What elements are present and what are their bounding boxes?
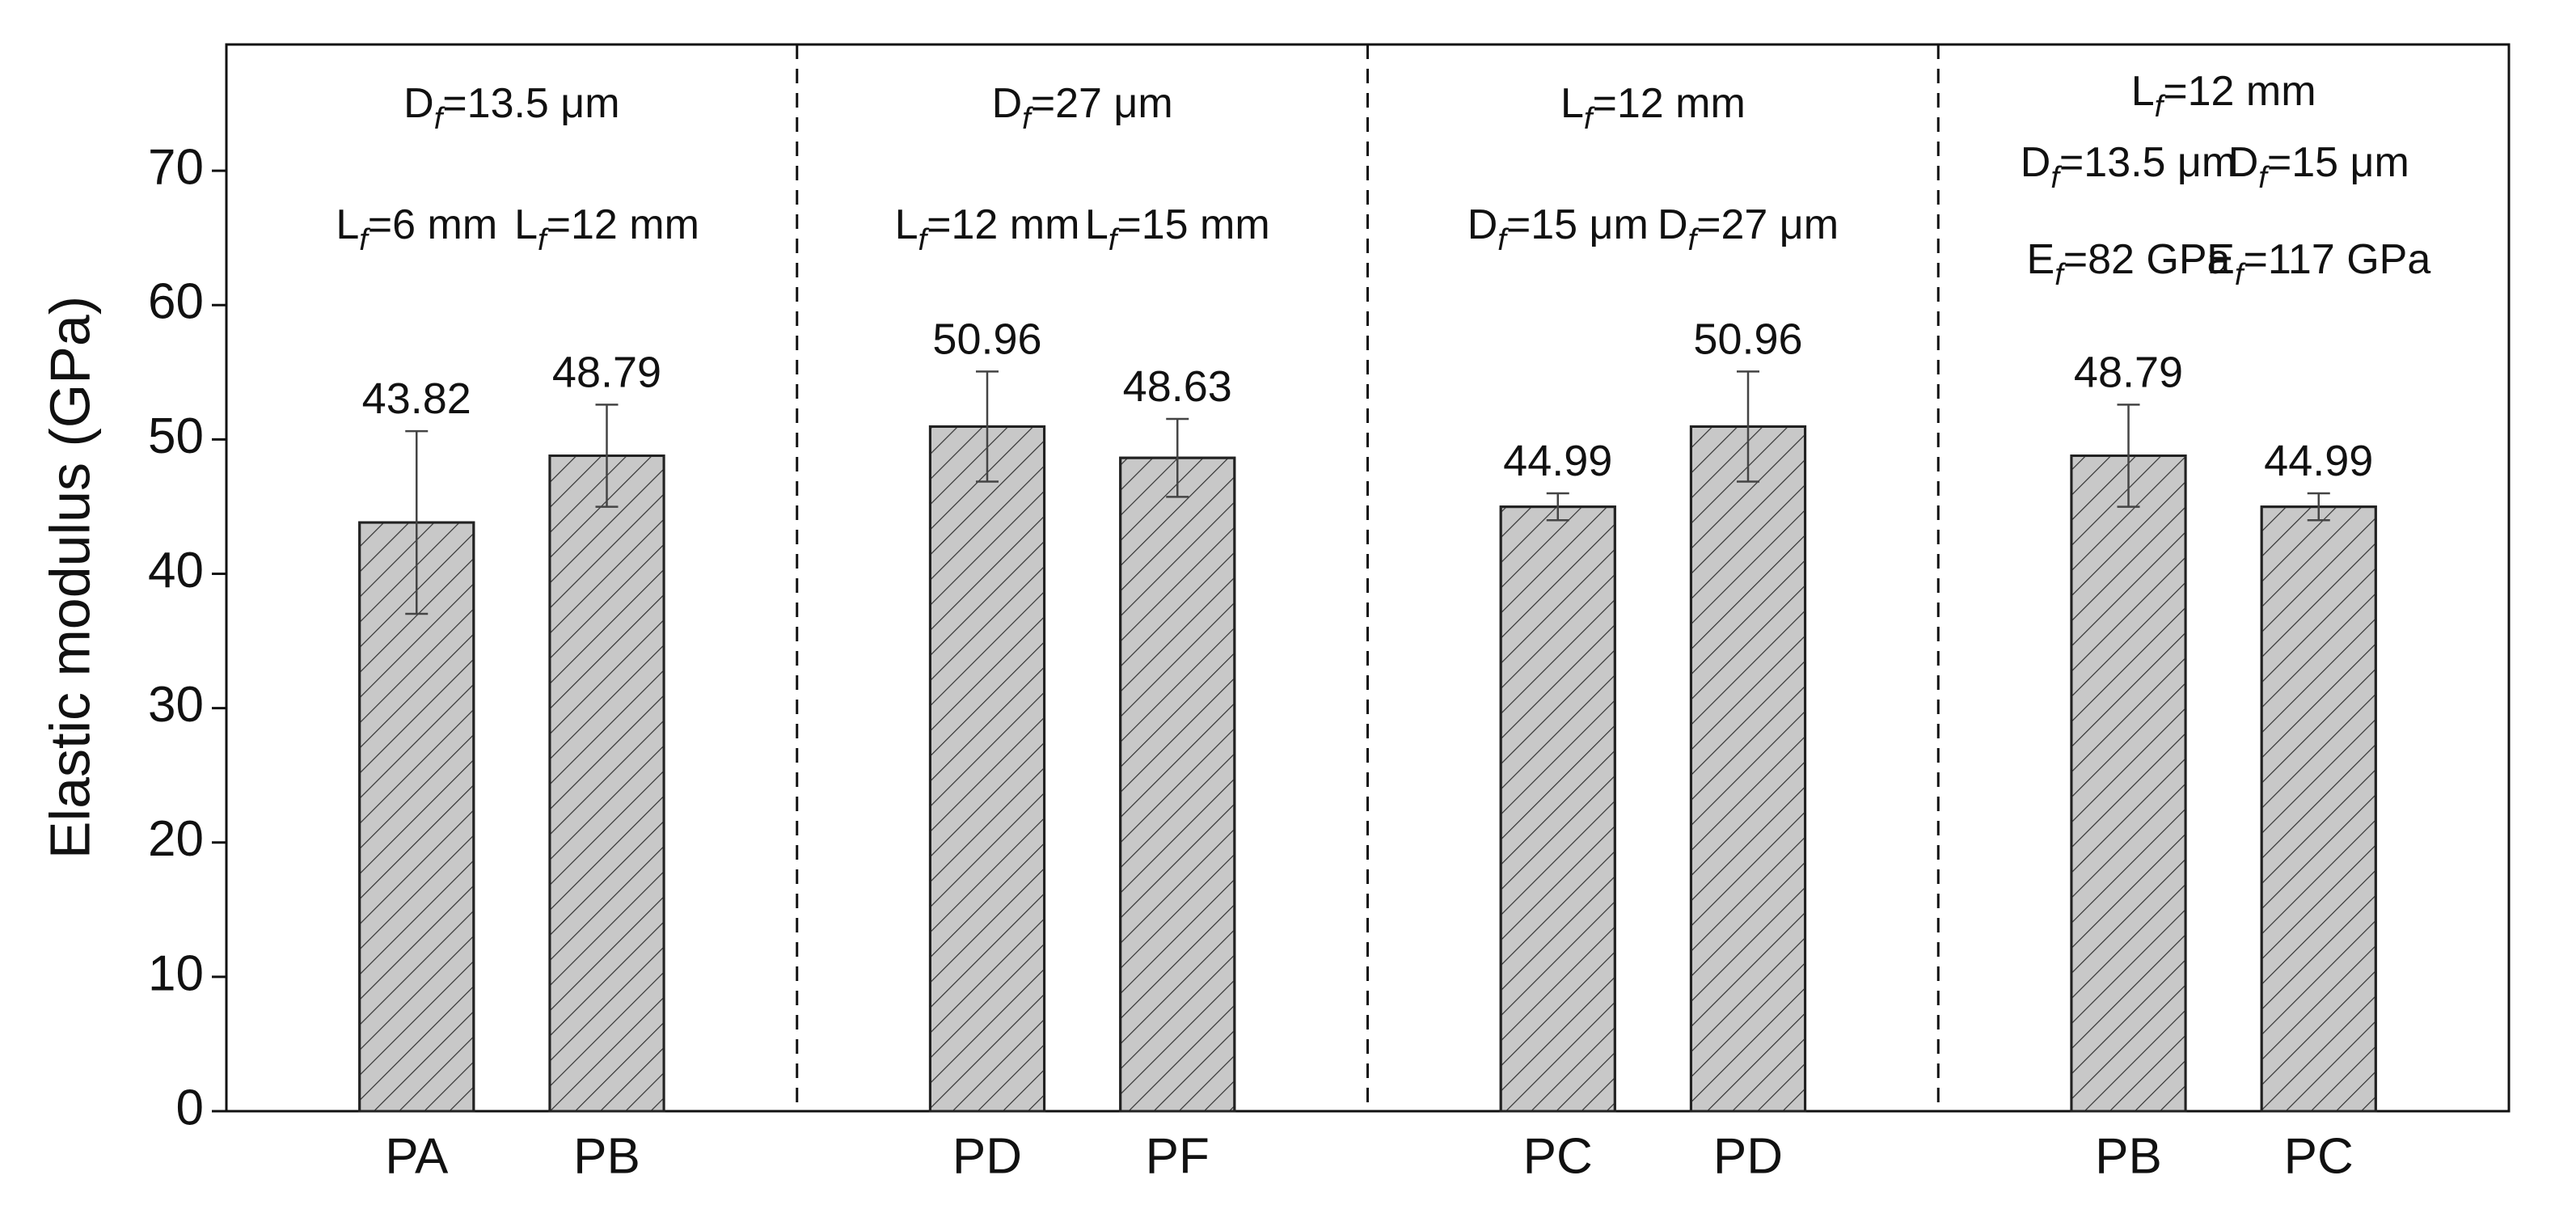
bar-note-part: D bbox=[2228, 139, 2259, 186]
bar-hatch bbox=[548, 454, 665, 1113]
y-tick-label: 70 bbox=[148, 140, 204, 196]
group-header: Lf=12 mm bbox=[2131, 68, 2316, 124]
bar-note-part: =13.5 μm bbox=[2059, 139, 2236, 186]
group-header-subscript: f bbox=[1022, 102, 1033, 136]
bar-note-subscript: f bbox=[918, 223, 930, 257]
value-label: 48.79 bbox=[2074, 348, 2183, 396]
group-header-subscript: f bbox=[2155, 90, 2166, 124]
bar-note-subscript: f bbox=[2050, 161, 2062, 195]
bar-note: Lf=6 mm bbox=[336, 201, 497, 257]
bar-hatch bbox=[2260, 505, 2377, 1113]
bar-note-subscript: f bbox=[1497, 223, 1509, 257]
x-tick-label: PA bbox=[385, 1128, 449, 1184]
group-header: Df=27 μm bbox=[992, 80, 1173, 136]
group-header-part: =12 mm bbox=[1592, 80, 1745, 127]
x-tick-label: PC bbox=[2284, 1128, 2354, 1184]
x-tick-label: PD bbox=[1713, 1128, 1783, 1184]
bar-hatch bbox=[2070, 454, 2187, 1113]
bar-note-part: =15 μm bbox=[2267, 139, 2409, 186]
value-label: 43.82 bbox=[362, 374, 471, 423]
bar-hatch bbox=[928, 425, 1046, 1113]
y-tick-label: 0 bbox=[176, 1080, 204, 1135]
x-tick-label: PC bbox=[1523, 1128, 1593, 1184]
group-header-part: D bbox=[992, 80, 1023, 127]
y-tick-label: 20 bbox=[148, 811, 204, 867]
group-header-part: D bbox=[403, 80, 434, 127]
bar-note-part: D bbox=[1467, 201, 1498, 248]
value-label: 48.63 bbox=[1123, 362, 1232, 411]
x-tick-label: PD bbox=[952, 1128, 1022, 1184]
y-axis-label: Elastic modulus (GPa) bbox=[38, 296, 101, 859]
bar-note-part: =12 mm bbox=[547, 201, 699, 248]
group-header: Lf=12 mm bbox=[1560, 80, 1746, 136]
bar-note: Df=15 μm bbox=[2228, 139, 2409, 195]
y-tick-label: 40 bbox=[148, 543, 204, 598]
group-header-part: =13.5 μm bbox=[442, 80, 619, 127]
group-header-part: =12 mm bbox=[2163, 68, 2316, 115]
x-tick-label: PF bbox=[1146, 1128, 1210, 1184]
bar-note-part: D bbox=[1658, 201, 1688, 248]
bar-note: Ef=117 GPa bbox=[2206, 236, 2430, 292]
bar-note-subscript: f bbox=[2235, 258, 2246, 292]
bar-note-subscript: f bbox=[1109, 223, 1120, 257]
x-tick-label: PB bbox=[2095, 1128, 2162, 1184]
bar-hatch bbox=[358, 521, 475, 1113]
bar-note: Df=15 μm bbox=[1467, 201, 1649, 257]
bar-note-part: =15 mm bbox=[1117, 201, 1269, 248]
y-tick-label: 60 bbox=[148, 274, 204, 330]
bar-hatch bbox=[1689, 425, 1807, 1113]
x-tick-label: PB bbox=[573, 1128, 640, 1184]
group-header: Df=13.5 μm bbox=[403, 80, 619, 136]
value-label: 44.99 bbox=[1503, 437, 1612, 485]
y-tick-label: 10 bbox=[148, 945, 204, 1001]
bar-note-subscript: f bbox=[2258, 161, 2270, 195]
bar-note-subscript: f bbox=[1688, 223, 1700, 257]
group-header-subscript: f bbox=[434, 102, 446, 136]
bar-hatch bbox=[1119, 456, 1236, 1113]
bar-note: Lf=15 mm bbox=[1085, 201, 1270, 257]
bar-note-part: L bbox=[336, 201, 359, 248]
bar-note-part: =6 mm bbox=[368, 201, 497, 248]
group-header-part: =27 μm bbox=[1031, 80, 1173, 127]
bar-note-part: =12 mm bbox=[927, 201, 1079, 248]
bar-note-part: =15 μm bbox=[1506, 201, 1649, 248]
bar-note-subscript: f bbox=[538, 223, 549, 257]
y-tick-label: 50 bbox=[148, 408, 204, 464]
value-label: 44.99 bbox=[2264, 437, 2373, 485]
bar-hatch bbox=[1499, 505, 1616, 1113]
value-label: 48.79 bbox=[552, 348, 661, 396]
bar-note-part: D bbox=[2021, 139, 2051, 186]
bar-note-part: =27 μm bbox=[1696, 201, 1839, 248]
group-header-subscript: f bbox=[1584, 102, 1595, 136]
value-label: 50.96 bbox=[1693, 315, 1802, 363]
bar-note: Df=13.5 μm bbox=[2021, 139, 2236, 195]
bar-note-part: L bbox=[514, 201, 538, 248]
bar-note: Lf=12 mm bbox=[514, 201, 699, 257]
bar-note-subscript: f bbox=[359, 223, 370, 257]
bar-note-part: L bbox=[1085, 201, 1109, 248]
y-tick-label: 30 bbox=[148, 677, 204, 733]
value-label: 50.96 bbox=[932, 315, 1041, 363]
group-header-part: L bbox=[2131, 68, 2155, 115]
bar-note-part: E bbox=[2027, 236, 2055, 283]
bar-note-part: =117 GPa bbox=[2243, 236, 2430, 283]
bar-note-part: E bbox=[2206, 236, 2235, 283]
group-header-part: L bbox=[1560, 80, 1584, 127]
bar-note-part: =82 GPa bbox=[2063, 236, 2231, 283]
bar-note-subscript: f bbox=[2054, 258, 2066, 292]
bar-note: Ef=82 GPa bbox=[2027, 236, 2231, 292]
bar-note-part: L bbox=[895, 201, 918, 248]
bar-note: Df=27 μm bbox=[1658, 201, 1839, 257]
bar-note: Lf=12 mm bbox=[895, 201, 1080, 257]
